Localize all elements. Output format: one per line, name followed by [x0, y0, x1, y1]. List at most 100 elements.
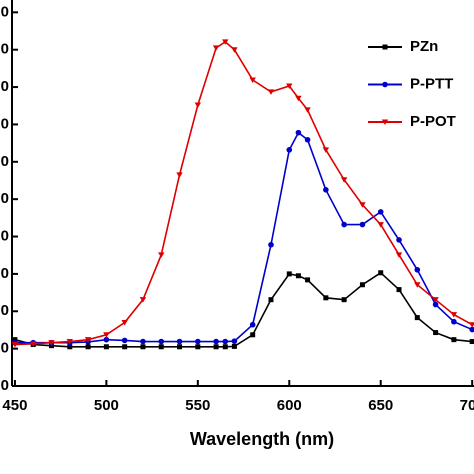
point — [267, 89, 275, 95]
point — [295, 129, 302, 136]
point — [231, 343, 237, 349]
point — [341, 297, 347, 303]
point — [176, 172, 183, 178]
legend-label: P-PTT — [410, 75, 453, 92]
point — [382, 44, 388, 50]
point — [286, 147, 293, 153]
y-tick-label: 0 — [1, 302, 9, 319]
point — [341, 221, 347, 228]
point — [158, 252, 165, 258]
point — [66, 339, 73, 345]
y-tick-label: 0 — [1, 78, 9, 95]
point — [381, 119, 389, 125]
point — [213, 344, 219, 350]
point — [323, 295, 329, 301]
y-tick-label: 0 — [1, 190, 9, 207]
point — [432, 301, 439, 308]
x-tick-label: 550 — [185, 397, 210, 414]
point — [433, 330, 439, 336]
point — [432, 297, 439, 303]
point — [121, 337, 128, 344]
point — [304, 107, 311, 113]
point — [249, 77, 256, 83]
point — [451, 337, 457, 343]
point — [295, 273, 301, 279]
x-tick-label: 600 — [277, 397, 302, 414]
point — [158, 338, 165, 345]
x-tick-label: 700 — [460, 397, 474, 414]
point — [250, 332, 256, 338]
point — [469, 326, 474, 333]
y-tick-label: 0 — [1, 115, 9, 132]
point — [176, 338, 183, 345]
point — [414, 282, 421, 288]
point — [195, 338, 201, 345]
point — [11, 342, 19, 348]
point — [359, 221, 366, 228]
point — [103, 344, 109, 350]
point — [286, 83, 293, 89]
point — [378, 270, 384, 276]
point — [377, 209, 384, 215]
y-tick-label: 0 — [1, 228, 9, 245]
y-tick-label: 0 — [1, 153, 9, 170]
point — [268, 241, 274, 248]
legend-label: P-POT — [410, 113, 456, 130]
point — [469, 339, 474, 345]
point — [103, 332, 110, 338]
legend-label: PZn — [410, 38, 438, 55]
point — [67, 344, 73, 350]
point — [122, 344, 128, 350]
y-tick-label: 0 — [1, 3, 9, 20]
x-tick-label: 450 — [2, 397, 27, 414]
point — [158, 344, 164, 350]
point — [396, 237, 402, 243]
point — [195, 344, 201, 350]
point — [249, 321, 256, 328]
point — [414, 266, 421, 273]
point — [395, 252, 403, 258]
point — [268, 297, 274, 303]
y-tick-label: 0 — [1, 377, 9, 394]
point — [359, 202, 366, 208]
point — [359, 282, 365, 288]
point — [177, 344, 183, 350]
point — [323, 187, 329, 193]
y-tick-label: 0 — [1, 340, 9, 357]
point — [231, 47, 238, 53]
point — [414, 315, 420, 321]
point — [48, 340, 55, 346]
x-axis-label: Wavelength (nm) — [190, 429, 334, 449]
point — [139, 297, 147, 303]
x-tick-label: 650 — [368, 397, 393, 414]
y-tick-label: 0 — [1, 41, 9, 58]
point — [212, 45, 220, 51]
point — [85, 344, 91, 350]
point — [450, 312, 458, 318]
point — [382, 81, 388, 88]
point — [468, 322, 474, 328]
point — [286, 271, 292, 277]
point — [322, 147, 330, 153]
point — [451, 318, 457, 325]
point — [121, 319, 128, 326]
point — [213, 338, 219, 345]
point — [396, 287, 402, 293]
point — [304, 136, 311, 143]
point — [222, 39, 229, 45]
point — [222, 338, 229, 345]
point — [305, 277, 311, 283]
point — [30, 341, 37, 347]
point — [340, 177, 348, 183]
point — [377, 222, 384, 228]
point — [194, 102, 202, 109]
series-line — [14, 40, 473, 346]
point — [231, 338, 238, 344]
point — [140, 344, 146, 350]
point — [295, 95, 302, 102]
point — [12, 337, 18, 343]
point — [103, 336, 110, 343]
series-line — [14, 131, 473, 344]
x-tick-label: 500 — [94, 397, 119, 414]
